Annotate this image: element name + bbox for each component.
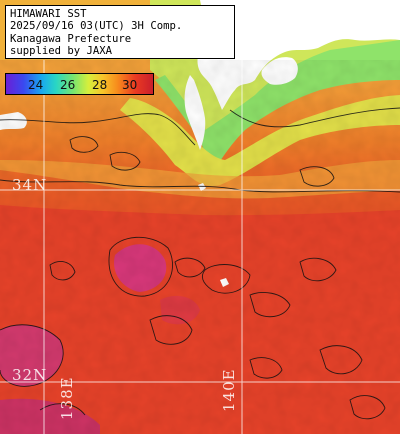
lat-label-32n: 32N bbox=[12, 366, 48, 384]
lon-label-140e: 140E bbox=[220, 368, 238, 412]
contour-lines bbox=[0, 107, 400, 420]
legend-tick-30: 30 bbox=[122, 78, 138, 92]
color-legend: 24 26 28 30 bbox=[5, 73, 154, 95]
header-region: Kanagawa Prefecture bbox=[10, 32, 132, 45]
graticule bbox=[0, 60, 400, 434]
lat-label-34n: 34N bbox=[12, 176, 48, 194]
legend-tick-26: 26 bbox=[60, 78, 76, 92]
header-source: supplied by JAXA bbox=[10, 45, 113, 58]
header-date: 2025/09/16 03(UTC) 3H Comp. bbox=[10, 20, 183, 33]
info-box: HIMAWARI SST 2025/09/16 03(UTC) 3H Comp.… bbox=[5, 5, 235, 59]
legend-tick-24: 24 bbox=[28, 78, 44, 92]
lon-label-138e: 138E bbox=[58, 376, 76, 420]
header-title: HIMAWARI SST bbox=[10, 8, 87, 20]
legend-tick-28: 28 bbox=[92, 78, 108, 92]
